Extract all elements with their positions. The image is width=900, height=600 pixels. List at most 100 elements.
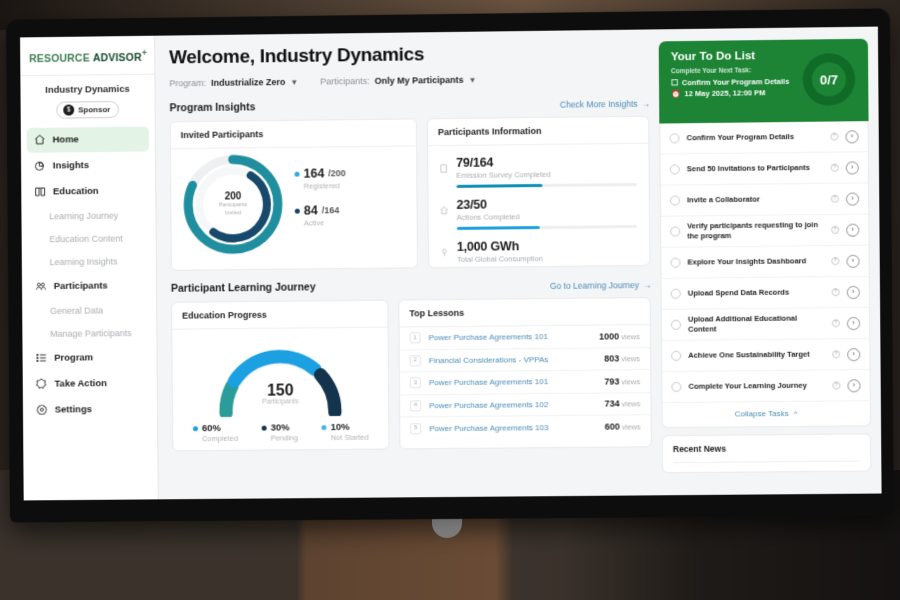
chevron-right-icon[interactable]: › [846,254,860,268]
sidebar-item-insights[interactable]: Insights [27,152,149,178]
todo-item-label: Achieve One Sustainability Target [688,349,810,360]
checkbox-icon[interactable] [669,133,680,144]
sidebar-item-program[interactable]: Program [28,344,150,370]
lesson-views-count: 1000 [598,331,620,342]
sidebar-item-home[interactable]: Home [26,126,150,153]
todo-item[interactable]: Confirm Your Program Details ? › [660,121,868,155]
todo-item[interactable]: Upload Additional Educational Content ? … [661,307,870,341]
sidebar-item-education[interactable]: Education [27,178,149,204]
lesson-row[interactable]: 5 Power Purchase Agreements 103 600 views [400,415,651,440]
sidebar-item-learning-journey[interactable]: Learning Journey [27,204,149,228]
todo-item-label: Upload Additional Educational Content [687,313,798,334]
chevron-right-icon[interactable]: › [847,378,861,392]
invited-participants-card: Invited Participants 200 [169,118,419,271]
checkbox-icon[interactable] [669,195,681,206]
lesson-name-link[interactable]: Financial Considerations - VPPAs [428,354,549,365]
lesson-name-link[interactable]: Power Purchase Agreements 103 [429,422,549,433]
todo-item-label: Explore Your Insights Dashboard [687,256,807,267]
sidebar-item-label: Take Action [54,377,107,390]
info-icon[interactable]: ? [831,256,840,266]
program-filter-label: Program: [169,77,207,89]
sidebar-item-learning-insights[interactable]: Learning Insights [28,250,150,274]
info-icon[interactable]: ? [830,163,839,172]
chevron-right-icon[interactable]: › [846,316,861,330]
info-value: 79/164 [456,155,494,170]
lesson-rank: 2 [409,355,421,367]
todo-item[interactable]: Achieve One Sustainability Target ? › [662,338,870,373]
sidebar-item-participants[interactable]: Participants [28,273,150,299]
legend-dot-completed [192,426,198,432]
checkbox-icon[interactable] [671,381,682,392]
lesson-rank: 5 [410,422,422,435]
lesson-row[interactable]: 4 Power Purchase Agreements 102 734 views [400,392,651,418]
sponsor-badge[interactable]: $ Sponsor [56,100,119,119]
check-more-insights-link[interactable]: Check More Insights → [560,99,650,110]
legend-label: Active [303,218,325,228]
chevron-right-icon[interactable]: › [845,191,860,206]
checkbox-icon[interactable] [669,164,680,175]
info-icon[interactable]: ? [831,319,840,328]
organization-name: Industry Dynamics [45,83,130,96]
info-icon[interactable]: ? [832,350,841,359]
lesson-row[interactable]: 3 Power Purchase Agreements 101 793 views [399,370,651,395]
go-to-learning-journey-link[interactable]: Go to Learning Journey → [550,280,652,291]
recent-news-title: Recent News [672,443,727,455]
insights-icon [34,160,46,172]
participants-filter-value: Only My Participants [374,74,464,86]
chevron-right-icon[interactable]: › [846,223,860,237]
lesson-name-link[interactable]: Power Purchase Agreements 101 [428,377,549,388]
sidebar-item-take-action[interactable]: Take Action [29,370,151,396]
lesson-views: 793 views [604,376,640,386]
info-caption: Emission Survey Completed [456,169,551,180]
education-progress-card: Education Progress 150 Participants [171,299,390,452]
gauge-svg [219,350,342,421]
lesson-rank: 1 [409,332,421,344]
sidebar-item-education-content[interactable]: Education Content [28,227,150,251]
checkbox-icon[interactable] [670,319,682,330]
todo-item[interactable]: Send 50 Invitations to Participants ? › [660,152,869,186]
checkbox-icon[interactable] [671,350,682,361]
lesson-row[interactable]: 2 Financial Considerations - VPPAs 803 vi… [399,347,651,373]
chevron-right-icon[interactable]: › [845,129,859,143]
sidebar-item-label: Settings [54,403,92,416]
top-lessons-card: Top Lessons 1 Power Purchase Agreements … [398,296,652,450]
legend-item-pending: 30% Pending [261,422,298,443]
checkbox-icon[interactable] [670,226,681,237]
info-icon[interactable]: ? [832,381,841,390]
invited-legend: 164 /200 Registered 84 /164 [289,166,347,241]
info-icon[interactable]: ? [830,132,839,141]
settings-icon [36,404,48,416]
logo-superscript: + [141,47,148,58]
lesson-name-link[interactable]: Power Purchase Agreements 101 [428,332,548,343]
sidebar-item-general-data[interactable]: General Data [28,299,150,323]
program-filter[interactable]: Program: Industrialize Zero ▼ [169,77,298,89]
todo-item[interactable]: Upload Spend Data Records ? › [661,276,870,310]
info-value: 23/50 [456,197,487,212]
lesson-name-link[interactable]: Power Purchase Agreements 102 [429,399,549,410]
lesson-views: 1000 views [599,331,640,341]
collapse-tasks-button[interactable]: Collapse Tasks ^ [663,401,870,427]
chevron-right-icon[interactable]: › [847,347,861,361]
sidebar-item-label: Education [52,185,99,197]
info-icon[interactable]: ? [831,225,840,234]
main-area: Welcome, Industry Dynamics Program: Indu… [155,27,882,500]
program-icon [35,352,47,364]
checkbox-icon[interactable] [670,257,681,268]
todo-item[interactable]: Complete Your Learning Journey ? › [662,370,870,404]
lesson-row[interactable]: 1 Power Purchase Agreements 101 1000 view… [399,325,651,350]
todo-item[interactable]: Explore Your Insights Dashboard ? › [661,245,869,279]
participants-filter[interactable]: Participants: Only My Participants ▼ [320,75,476,87]
arrow-right-icon: → [642,279,652,291]
page-title: Welcome, Industry Dynamics [169,44,425,69]
sidebar-item-settings[interactable]: Settings [29,396,151,422]
todo-hero: Your To Do List Complete Your Next Task:… [658,38,869,124]
info-icon[interactable]: ? [830,194,839,203]
info-icon[interactable]: ? [831,288,840,297]
todo-item[interactable]: Verify participants requesting to join t… [661,214,869,248]
todo-item[interactable]: Invite a Collaborator ? › [660,183,869,217]
chevron-right-icon[interactable]: › [846,285,860,299]
checkbox-icon[interactable] [670,288,681,299]
chevron-right-icon[interactable]: › [845,160,859,175]
sidebar-subitem-label: Learning Journey [49,210,119,222]
sidebar-item-manage-participants[interactable]: Manage Participants [28,321,150,345]
